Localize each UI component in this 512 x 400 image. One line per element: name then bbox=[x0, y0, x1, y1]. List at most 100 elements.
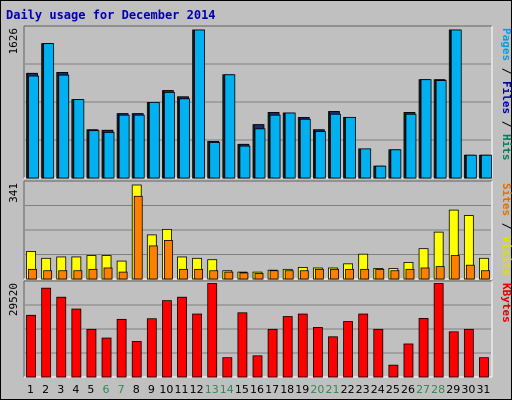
x-tick-label-day-24: 24 bbox=[371, 383, 385, 396]
bar-sites-day-29 bbox=[450, 255, 460, 280]
bar-sites-day-1 bbox=[28, 268, 37, 280]
bar-sites-day-22 bbox=[345, 268, 354, 280]
panel-visits-sites: 341 Sites / Visits bbox=[7, 180, 512, 280]
bar-pages-day-21 bbox=[330, 113, 341, 179]
bar-kbytes-day-31 bbox=[479, 357, 489, 378]
x-tick-label-day-9: 9 bbox=[148, 383, 155, 396]
x-tick-label-day-20: 20 bbox=[310, 383, 324, 396]
x-tick-label-day-13: 13 bbox=[205, 383, 219, 396]
chart-panels: 1626 Pages / Files / Hits 341 Sites / Visit… bbox=[7, 25, 512, 378]
bar-pages-day-23 bbox=[360, 148, 372, 179]
x-tick-label-day-7: 7 bbox=[118, 383, 125, 396]
x-tick-label-day-4: 4 bbox=[72, 383, 79, 396]
side-legend-part: Files bbox=[500, 81, 512, 114]
x-tick-label-day-16: 16 bbox=[250, 383, 264, 396]
bar-pages-day-25 bbox=[390, 149, 402, 179]
bar-kbytes-day-1 bbox=[26, 314, 36, 378]
chart-title: Daily usage for December 2014 bbox=[6, 8, 216, 22]
x-tick-label-day-25: 25 bbox=[386, 383, 400, 396]
bar-sites-day-21 bbox=[330, 268, 339, 280]
bar-pages-day-16 bbox=[254, 128, 266, 179]
x-axis-labels: 1 2 3 4 5 6 7 8 9 10 11 12 13 14 15 16 17 18 19 20 21 22 23 24 2… bbox=[27, 383, 490, 396]
x-tick-label-day-15: 15 bbox=[235, 383, 249, 396]
bar-sites-day-15 bbox=[239, 272, 249, 280]
side-legend-part: Sites bbox=[500, 183, 512, 216]
bar-kbytes-day-25 bbox=[388, 364, 399, 378]
bar-sites-day-13 bbox=[209, 270, 219, 280]
x-tick-label-day-23: 23 bbox=[356, 383, 370, 396]
bar-pages-day-27 bbox=[420, 79, 432, 179]
bar-kbytes-day-29 bbox=[448, 331, 459, 378]
bar-pages-day-7 bbox=[118, 114, 130, 179]
bar-kbytes-day-3 bbox=[56, 296, 67, 378]
x-tick-label-day-27: 27 bbox=[416, 383, 430, 396]
bar-kbytes-day-13 bbox=[207, 283, 218, 378]
bar-kbytes-day-7 bbox=[116, 318, 127, 378]
bar-pages-day-19 bbox=[299, 118, 311, 179]
bar-kbytes-day-12 bbox=[192, 313, 203, 378]
x-tick-label-day-8: 8 bbox=[133, 383, 140, 396]
bar-sites-day-17 bbox=[269, 270, 279, 280]
x-tick-label-day-10: 10 bbox=[159, 383, 173, 396]
bar-kbytes-day-22 bbox=[343, 321, 353, 378]
y-max-label: 1626 bbox=[7, 28, 20, 55]
bar-sites-day-9 bbox=[148, 245, 158, 280]
bar-pages-day-12 bbox=[194, 29, 206, 179]
bar-kbytes-day-10 bbox=[162, 300, 172, 378]
x-tick-label-day-30: 30 bbox=[461, 383, 475, 396]
x-tick-label-day-3: 3 bbox=[57, 383, 64, 396]
side-legend-part: Pages bbox=[500, 28, 512, 61]
bar-pages-day-29 bbox=[450, 29, 462, 179]
side-legend-part: Hits bbox=[500, 134, 512, 161]
bar-kbytes-day-19 bbox=[297, 313, 308, 378]
bar-kbytes-day-24 bbox=[373, 328, 384, 378]
bar-kbytes-day-18 bbox=[282, 316, 293, 378]
bar-pages-day-6 bbox=[103, 132, 115, 179]
side-legend-part: / bbox=[500, 216, 512, 236]
bar-kbytes-day-23 bbox=[358, 313, 369, 378]
bar-sites-day-18 bbox=[284, 270, 294, 280]
side-legend-part: KBytes bbox=[500, 283, 512, 323]
bar-pages-day-4 bbox=[73, 99, 85, 179]
bar-sites-day-28 bbox=[435, 266, 445, 280]
side-legend-part: / bbox=[500, 114, 512, 134]
bar-sites-day-24 bbox=[375, 268, 385, 280]
side-legend: Sites / Visits bbox=[500, 183, 512, 276]
bar-kbytes-day-16 bbox=[252, 355, 263, 378]
bar-sites-day-8 bbox=[133, 195, 143, 280]
x-tick-label-day-22: 22 bbox=[341, 383, 355, 396]
bar-pages-day-24 bbox=[375, 165, 387, 179]
bar-pages-day-14 bbox=[224, 74, 236, 179]
bar-pages-day-18 bbox=[284, 112, 296, 179]
bar-sites-day-25 bbox=[390, 270, 400, 280]
side-legend: Pages / Files / Hits bbox=[500, 28, 512, 161]
bar-kbytes-day-6 bbox=[101, 337, 112, 378]
bar-sites-day-3 bbox=[58, 270, 68, 280]
bar-kbytes-day-17 bbox=[267, 328, 278, 378]
bar-sites-day-6 bbox=[103, 267, 113, 280]
bar-sites-day-11 bbox=[179, 268, 188, 280]
bar-kbytes-day-9 bbox=[146, 318, 157, 378]
x-tick-label-day-29: 29 bbox=[446, 383, 460, 396]
bar-kbytes-day-5 bbox=[86, 328, 97, 378]
panel-pages-files-hits: 1626 Pages / Files / Hits bbox=[7, 25, 512, 179]
bar-kbytes-day-4 bbox=[71, 308, 82, 378]
x-tick-label-day-14: 14 bbox=[220, 383, 234, 396]
bar-sites-day-16 bbox=[254, 273, 264, 280]
bar-kbytes-day-28 bbox=[433, 283, 444, 378]
side-legend: KBytes bbox=[500, 283, 512, 323]
bar-sites-day-23 bbox=[360, 268, 370, 280]
bar-sites-day-12 bbox=[194, 268, 204, 280]
bar-kbytes-day-21 bbox=[328, 336, 338, 378]
bar-pages-day-1 bbox=[28, 75, 39, 179]
bar-pages-day-31 bbox=[481, 154, 492, 179]
side-legend-part: / bbox=[500, 61, 512, 81]
x-tick-label-day-5: 5 bbox=[87, 383, 94, 396]
bar-sites-day-26 bbox=[405, 268, 415, 280]
bar-sites-day-30 bbox=[465, 264, 475, 280]
bar-sites-day-4 bbox=[73, 270, 83, 280]
bar-kbytes-day-8 bbox=[131, 341, 142, 378]
bar-pages-day-2 bbox=[43, 43, 55, 179]
bar-kbytes-day-11 bbox=[177, 296, 187, 378]
bar-pages-day-20 bbox=[314, 131, 326, 179]
